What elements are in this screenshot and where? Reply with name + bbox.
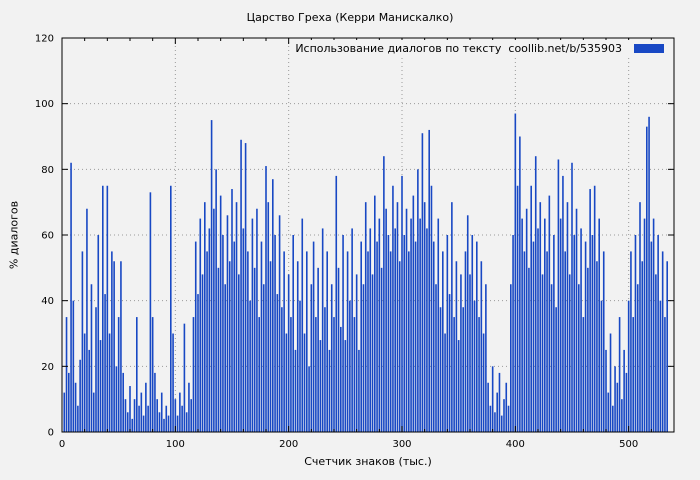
legend-color-swatch-icon <box>634 44 664 53</box>
x-axis-label: Счетчик знаков (тыс.) <box>304 455 432 468</box>
legend-source-link: coollib.net/b/535903 <box>508 42 622 55</box>
legend-series-label: Использование диалогов по тексту <box>295 42 502 55</box>
svg-text:80: 80 <box>41 165 54 176</box>
svg-text:100: 100 <box>166 439 185 450</box>
svg-text:60: 60 <box>41 231 54 242</box>
svg-text:40: 40 <box>41 296 54 307</box>
svg-text:20: 20 <box>41 362 54 373</box>
svg-text:500: 500 <box>619 439 638 450</box>
chart-title: Царство Греха (Керри Манискалко) <box>246 11 454 24</box>
svg-text:300: 300 <box>392 439 411 450</box>
svg-text:200: 200 <box>279 439 298 450</box>
y-axis-label: % диалогов <box>7 200 21 270</box>
legend: Использование диалогов по тексту coollib… <box>291 40 668 57</box>
svg-text:120: 120 <box>35 34 54 45</box>
svg-text:0: 0 <box>59 439 65 450</box>
svg-text:100: 100 <box>35 99 54 110</box>
svg-text:400: 400 <box>506 439 525 450</box>
svg-text:0: 0 <box>48 428 54 439</box>
